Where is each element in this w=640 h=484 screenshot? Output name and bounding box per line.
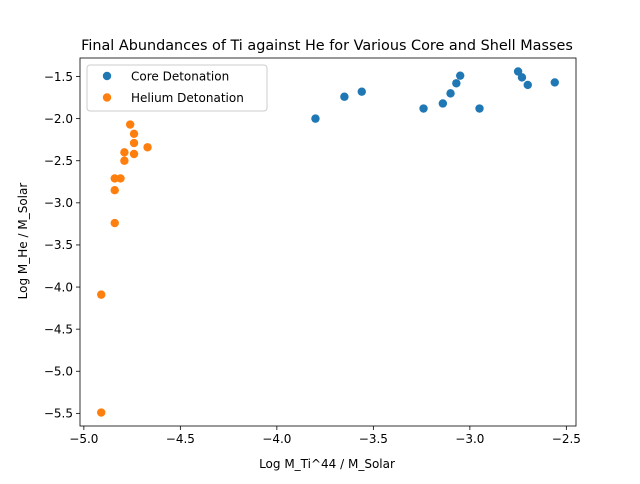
data-point — [475, 104, 484, 113]
x-tick-label: −5.0 — [69, 432, 98, 446]
data-point — [419, 104, 428, 113]
data-point — [143, 143, 152, 152]
y-tick-label: −4.5 — [44, 322, 73, 336]
legend-label: Core Detonation — [131, 69, 229, 83]
data-point — [110, 186, 119, 195]
data-point — [97, 408, 106, 417]
data-point — [517, 73, 527, 82]
y-axis-label: Log M_He / M_Solar — [16, 183, 30, 300]
x-tick-label: −4.0 — [262, 432, 291, 446]
plot-frame — [79, 57, 577, 427]
x-tick-label: −3.5 — [359, 432, 388, 446]
axes: −5.0 −4.5 −4.0 −3.5 −3.0 −2.5 −1.5 −2.0 −2.5 −3.0… — [44, 57, 581, 446]
data-point — [523, 80, 532, 90]
data-point — [129, 129, 139, 138]
legend-box — [86, 64, 268, 112]
data-point — [120, 156, 129, 165]
data-point — [110, 218, 119, 228]
data-point — [116, 174, 125, 183]
legend-marker — [102, 93, 112, 102]
y-tick-label: −5.0 — [44, 365, 73, 379]
x-tick-label: −3.0 — [455, 432, 484, 446]
data-point — [110, 174, 119, 183]
data-point — [456, 71, 465, 80]
data-point — [129, 138, 139, 148]
y-tick-label: −5.5 — [44, 407, 73, 421]
legend: Core Detonation Helium Detonation — [86, 64, 268, 112]
data-point — [311, 114, 320, 123]
data-point — [340, 92, 349, 101]
data-point — [438, 99, 448, 108]
data-point — [125, 120, 135, 129]
data-point — [452, 79, 461, 88]
y-tick-label: −2.0 — [44, 112, 73, 126]
chart-title: Final Abundances of Ti against He for Va… — [81, 38, 573, 54]
data-point — [120, 148, 129, 157]
x-tick-label: −2.5 — [552, 432, 581, 446]
y-tick-label: −3.5 — [44, 238, 73, 252]
legend-marker — [102, 71, 112, 81]
x-axis-label: Log M_Ti^44 / M_Solar — [259, 457, 395, 471]
data-point — [129, 149, 139, 159]
data-point — [446, 89, 455, 98]
legend-label: Helium Detonation — [131, 91, 244, 105]
data-point — [357, 87, 366, 96]
y-tick-label: −1.5 — [44, 70, 73, 84]
y-tick-label: −3.0 — [44, 196, 73, 210]
x-tick-label: −4.5 — [166, 432, 195, 446]
data-point — [550, 78, 559, 87]
data-point — [97, 290, 106, 299]
data-points — [97, 67, 559, 417]
y-tick-label: −4.0 — [44, 280, 73, 294]
y-tick-label: −2.5 — [44, 154, 73, 168]
